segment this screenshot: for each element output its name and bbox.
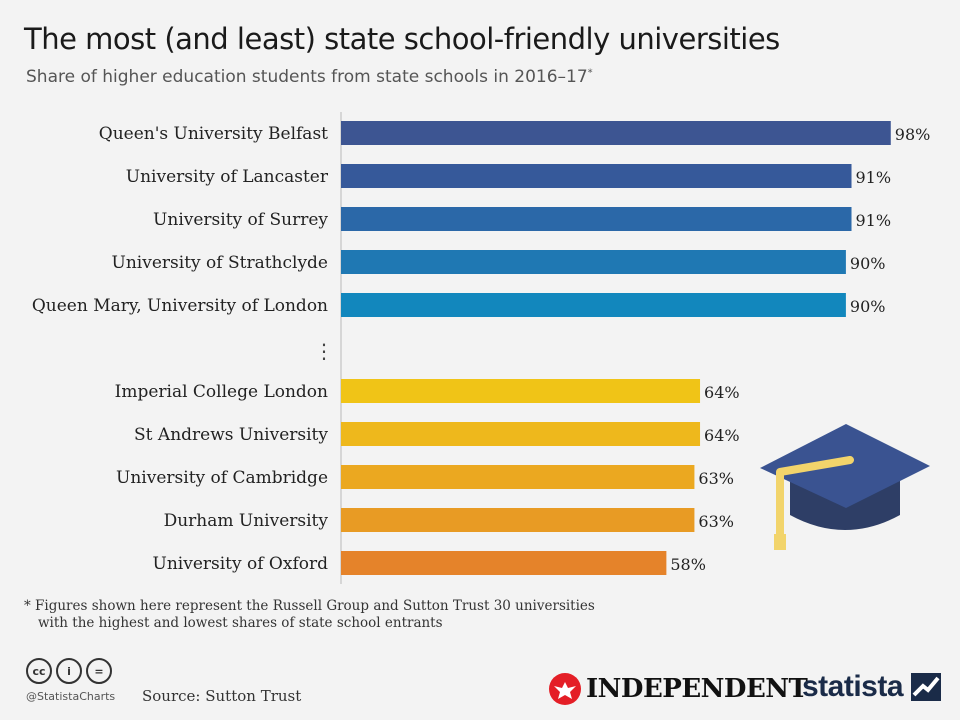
- value-label: 90%: [850, 297, 886, 316]
- bar: [341, 250, 846, 274]
- category-label: University of Lancaster: [126, 167, 329, 187]
- bar: [341, 293, 846, 317]
- value-label: 91%: [856, 211, 892, 230]
- independent-logo: INDEPENDENT: [548, 672, 808, 706]
- category-label: University of Cambridge: [116, 468, 328, 488]
- category-label: University of Strathclyde: [112, 253, 328, 273]
- category-label: Imperial College London: [115, 382, 328, 402]
- graduation-cap-icon: [760, 424, 930, 550]
- statista-logo: statista: [802, 670, 942, 704]
- footnote: * Figures shown here represent the Russe…: [24, 598, 595, 632]
- category-label: University of Oxford: [153, 554, 329, 574]
- value-label: 63%: [698, 512, 734, 531]
- bar-chart: Queen's University Belfast 98% University …: [32, 112, 931, 584]
- footnote-line-1: * Figures shown here represent the Russe…: [24, 598, 595, 614]
- value-label: 64%: [704, 426, 740, 445]
- value-label: 91%: [856, 168, 892, 187]
- no-derivatives-icon: =: [86, 658, 112, 684]
- value-label: 58%: [670, 555, 706, 574]
- bar: [341, 508, 695, 532]
- bar: [341, 379, 701, 403]
- bar: [341, 207, 852, 231]
- source-text: Source: Sutton Trust: [142, 687, 302, 705]
- category-label: St Andrews University: [134, 425, 328, 445]
- license-icons: cc i =: [26, 658, 112, 684]
- value-label: 90%: [850, 254, 886, 273]
- category-label: Queen Mary, University of London: [32, 296, 328, 316]
- attribution-icon: i: [56, 658, 82, 684]
- bar: [341, 551, 667, 575]
- bar: [341, 164, 852, 188]
- chart-subtitle: Share of higher education students from …: [26, 67, 593, 87]
- bar: [341, 422, 701, 446]
- bar: [341, 121, 891, 145]
- eagle-icon: [549, 673, 581, 705]
- value-label: 64%: [704, 383, 740, 402]
- statista-handle: @StatistaCharts: [26, 690, 116, 703]
- chart-title: The most (and least) state school-friend…: [24, 22, 780, 56]
- category-label: University of Surrey: [153, 210, 328, 230]
- statista-wordmark: statista: [802, 670, 904, 703]
- statista-icon: [911, 673, 942, 701]
- bar: [341, 465, 695, 489]
- value-label: 98%: [895, 125, 931, 144]
- independent-wordmark: INDEPENDENT: [586, 674, 808, 704]
- creative-commons-icon: cc: [26, 658, 52, 684]
- gap-marker: ⋮: [314, 339, 334, 363]
- footnote-line-2: with the highest and lowest shares of st…: [38, 615, 443, 631]
- category-label: Durham University: [164, 511, 329, 531]
- category-label: Queen's University Belfast: [99, 124, 328, 144]
- value-label: 63%: [698, 469, 734, 488]
